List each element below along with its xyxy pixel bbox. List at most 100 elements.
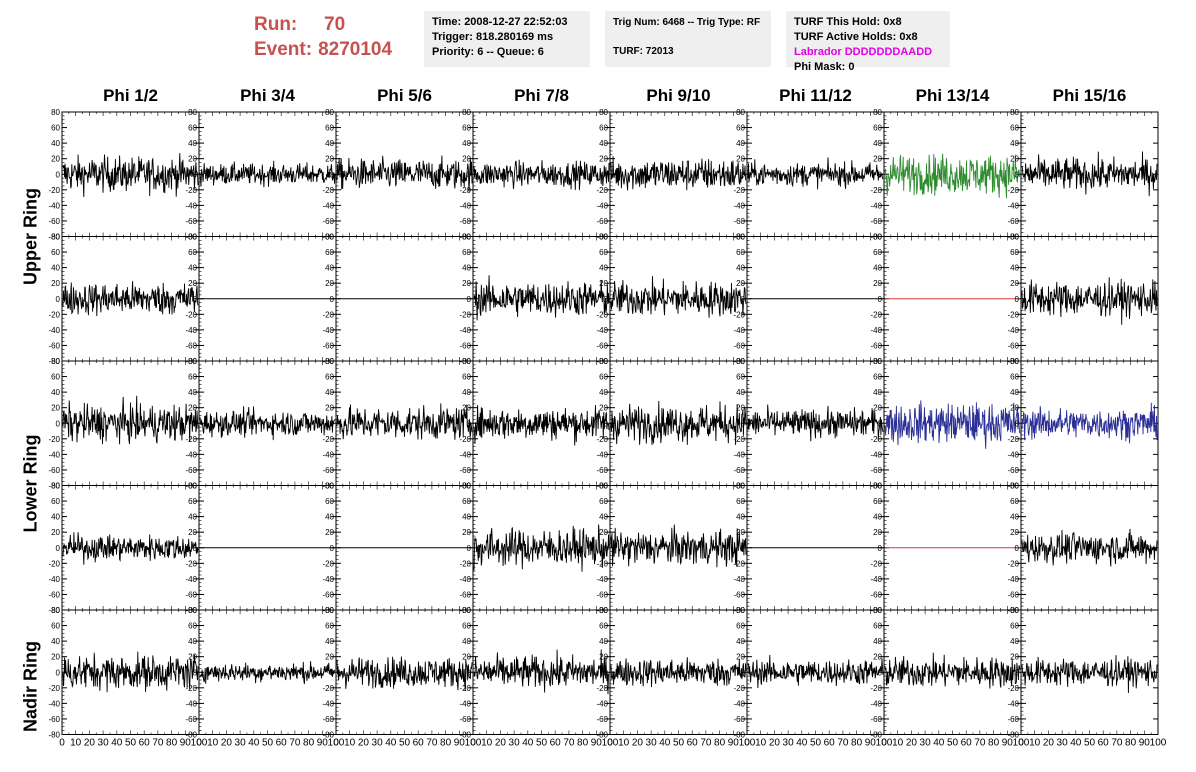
waveform-r2-c4 [473,275,610,321]
ytick-label: -60 [596,590,608,599]
ytick-label: 40 [51,388,60,397]
ytick-label: 60 [1010,622,1019,631]
ytick-label: -60 [459,715,471,724]
ytick-label: 80 [462,108,471,117]
waveform-r5-c5 [610,657,747,688]
ytick-label: 0 [467,170,472,179]
ytick-label: 0 [467,544,472,553]
ytick-label: 40 [325,388,334,397]
ytick-label: 60 [736,373,745,382]
xtick-label: 50 [399,738,411,749]
ytick-label: 20 [325,653,334,662]
ytick-label: 60 [1010,373,1019,382]
xtick-label: 50 [262,738,274,749]
ytick-label: 60 [188,497,197,506]
xtick-label: 80 [166,738,178,749]
xtick-label: 40 [933,738,945,749]
ytick-label: 0 [56,295,61,304]
ytick-label: -20 [1007,186,1019,195]
ytick-label: 20 [599,404,608,413]
ytick-label: 60 [1010,248,1019,257]
ytick-label: -60 [48,341,60,350]
ytick-label: 60 [462,124,471,133]
ytick-label: -40 [322,201,334,210]
ytick-label: -20 [185,435,197,444]
ytick-label: -60 [870,217,882,226]
ytick-label: 20 [873,404,882,413]
ytick-label: -20 [48,186,60,195]
xtick-label: 20 [358,738,370,749]
xtick-label: 100 [328,738,345,749]
ytick-label: -40 [733,201,745,210]
ytick-label: -40 [733,699,745,708]
ytick-label: -60 [870,466,882,475]
waveform-r3-c4 [473,405,610,446]
xtick-label: 0 [1018,738,1024,749]
ytick-label: 80 [736,108,745,117]
ytick-label: 80 [325,108,334,117]
ytick-label: 80 [325,482,334,491]
ytick-label: 0 [741,544,746,553]
ytick-label: 80 [736,606,745,615]
xtick-label: 50 [1084,738,1096,749]
ytick-label: 0 [604,170,609,179]
ytick-label: 60 [873,497,882,506]
ytick-label: 60 [599,622,608,631]
ytick-label: 40 [599,388,608,397]
xtick-label: 40 [248,738,260,749]
xtick-label: 20 [769,738,781,749]
ytick-label: 40 [51,513,60,522]
xtick-label: 100 [739,738,756,749]
ytick-label: -40 [459,699,471,708]
ytick-label: 20 [599,528,608,537]
ytick-label: 60 [51,497,60,506]
ytick-label: 40 [1010,264,1019,273]
xtick-label: 70 [700,738,712,749]
turf-this-hold: TURF This Hold: 0x8 [794,16,902,28]
xtick-label: 80 [851,738,863,749]
ytick-label: -60 [322,466,334,475]
waveform-r1-c7 [884,153,1021,199]
ytick-label: 20 [873,653,882,662]
xtick-label: 10 [755,738,767,749]
xtick-label: 10 [1029,738,1041,749]
event-label: Event: [254,39,313,60]
ytick-label: -40 [596,575,608,584]
column-title-2: Phi 3/4 [240,86,295,105]
ytick-label: -60 [185,217,197,226]
ytick-label: 20 [599,155,608,164]
ytick-label: 80 [599,482,608,491]
ytick-label: 40 [51,139,60,148]
ytick-label: 40 [1010,637,1019,646]
xtick-label: 10 [70,738,82,749]
ytick-label: -20 [733,310,745,319]
ytick-label: -20 [870,559,882,568]
waveform-r1-c4 [473,159,610,191]
ytick-label: 60 [736,124,745,133]
ytick-label: 20 [1010,279,1019,288]
ytick-label: 0 [193,170,198,179]
ytick-label: 40 [462,139,471,148]
xtick-label: 0 [607,738,613,749]
ytick-label: -40 [322,450,334,459]
ytick-label: 0 [1015,544,1020,553]
ytick-label: -20 [48,435,60,444]
ytick-label: 20 [873,528,882,537]
ytick-label: 20 [1010,653,1019,662]
ytick-label: 80 [599,357,608,366]
ytick-label: -40 [1007,450,1019,459]
ytick-label: 20 [462,653,471,662]
time-text: Time: 2008-12-27 22:52:03 [432,16,568,28]
xtick-label: 70 [289,738,301,749]
ytick-label: 80 [188,233,197,242]
phi-mask-text: Phi Mask: 0 [794,61,855,73]
ytick-label: 60 [1010,124,1019,133]
ytick-label: -40 [870,450,882,459]
ytick-label: 80 [51,357,60,366]
ytick-label: 0 [56,544,61,553]
ytick-label: -20 [1007,559,1019,568]
ytick-label: -20 [733,435,745,444]
waveform-r3-c5 [610,400,747,446]
waveform-r4-c4 [473,524,610,572]
